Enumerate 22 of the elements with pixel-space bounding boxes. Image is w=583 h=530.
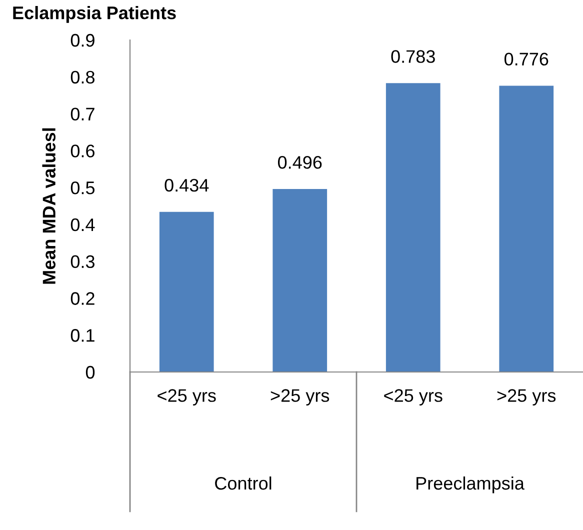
y-tick-label: 0.5 bbox=[70, 181, 95, 194]
y-tick-label: 0.2 bbox=[70, 292, 94, 305]
y-tick-label: 0.7 bbox=[70, 108, 94, 120]
data-label: 0.776 bbox=[504, 52, 548, 66]
y-axis-title: Mean MDA valuesl bbox=[42, 128, 56, 284]
chart-title: Eclampsia Patients bbox=[13, 6, 176, 23]
y-tick-label: 0.9 bbox=[70, 34, 94, 47]
data-label: 0.496 bbox=[278, 156, 322, 169]
y-tick-label: 0.3 bbox=[70, 255, 94, 268]
y-tick-label: 0.4 bbox=[70, 218, 95, 232]
y-tick-label: 0 bbox=[86, 366, 95, 379]
x-tick-label: >25 yrs bbox=[497, 389, 556, 406]
y-tick-label: 0.1 bbox=[70, 329, 94, 342]
text: Control bbox=[215, 476, 272, 490]
y-tick-label: 0.6 bbox=[70, 144, 94, 158]
text: Preeclampsia bbox=[416, 476, 524, 494]
x-tick-label: <25 yrs bbox=[158, 389, 216, 406]
x-tick-label: >25 yrs bbox=[270, 389, 330, 406]
y-tick-label: 0.8 bbox=[70, 70, 94, 84]
x-tick-label: <25 yrs bbox=[384, 389, 442, 406]
data-label: 0.783 bbox=[391, 50, 435, 63]
data-label: 0.434 bbox=[164, 178, 209, 192]
